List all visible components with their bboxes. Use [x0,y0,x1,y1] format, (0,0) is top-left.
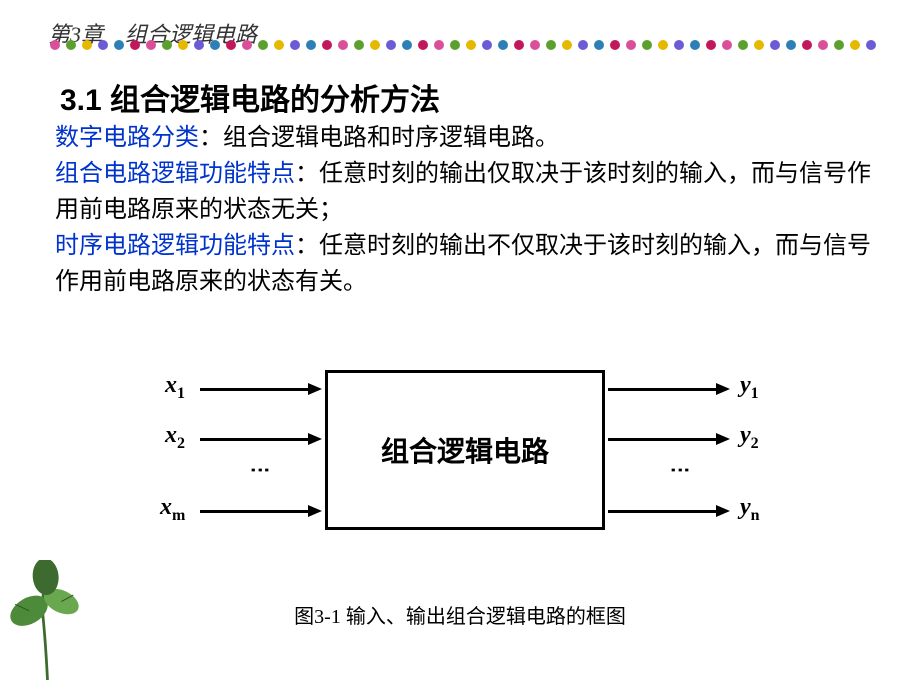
figure-caption: 图3-1 输入、输出组合逻辑电路的框图 [0,600,920,629]
arrow-head-out-1 [716,383,730,395]
dot [338,40,348,50]
dot [194,40,204,50]
arrow-head-in-2 [308,433,322,445]
dot [178,40,188,50]
arrow-in-3 [200,510,310,513]
input-label-2: x2 [165,422,185,453]
arrow-out-1 [608,388,718,391]
dot [402,40,412,50]
dot [770,40,780,50]
leaf-decoration [0,560,95,680]
highlight-2: 组合电路逻辑功能特点 [55,161,295,187]
arrow-head-in-1 [308,383,322,395]
dot [834,40,844,50]
dot [722,40,732,50]
dot [514,40,524,50]
dot [530,40,540,50]
dot [498,40,508,50]
body-text: 数字电路分类：组合逻辑电路和时序逻辑电路。 组合电路逻辑功能特点：任意时刻的输出… [55,120,880,300]
arrow-head-out-3 [716,505,730,517]
dot [466,40,476,50]
arrow-out-3 [608,510,718,513]
dot [658,40,668,50]
arrow-in-1 [200,388,310,391]
dot [290,40,300,50]
dot [66,40,76,50]
dot [738,40,748,50]
dot [594,40,604,50]
dot [226,40,236,50]
dot [386,40,396,50]
arrow-head-in-3 [308,505,322,517]
dot [370,40,380,50]
output-label-2: y2 [740,422,759,453]
block-diagram: 组合逻辑电路 x1 x2 xm y1 y2 yn ⋮ ⋮ [110,350,810,570]
dot [674,40,684,50]
dot [322,40,332,50]
dot [546,40,556,50]
dot [866,40,876,50]
dot [754,40,764,50]
arrow-out-2 [608,438,718,441]
dot [434,40,444,50]
dot [610,40,620,50]
dot [642,40,652,50]
dot [690,40,700,50]
dot [306,40,316,50]
dot [210,40,220,50]
dot [162,40,172,50]
dot [450,40,460,50]
dot [98,40,108,50]
dot [130,40,140,50]
logic-box: 组合逻辑电路 [325,370,605,530]
decorative-dots [50,40,890,50]
arrow-in-2 [200,438,310,441]
dot [802,40,812,50]
output-label-3: yn [740,494,760,525]
dot [274,40,284,50]
dot [578,40,588,50]
dot [354,40,364,50]
dot [626,40,636,50]
highlight-3: 时序电路逻辑功能特点 [55,233,295,259]
dot [242,40,252,50]
input-vdots: ⋮ [255,460,265,480]
dot [786,40,796,50]
dot [562,40,572,50]
dot [482,40,492,50]
dot [706,40,716,50]
dot [146,40,156,50]
input-label-3: xm [160,494,185,525]
dot [258,40,268,50]
section-title: 3.1 组合逻辑电路的分析方法 [60,75,440,119]
dot [114,40,124,50]
dot [418,40,428,50]
highlight-1: 数字电路分类 [55,125,199,151]
output-vdots: ⋮ [675,460,685,480]
dot [850,40,860,50]
dot [50,40,60,50]
output-label-1: y1 [740,372,759,403]
arrow-head-out-2 [716,433,730,445]
dot [82,40,92,50]
dot [818,40,828,50]
input-label-1: x1 [165,372,185,403]
text-1: ：组合逻辑电路和时序逻辑电路。 [199,125,559,151]
